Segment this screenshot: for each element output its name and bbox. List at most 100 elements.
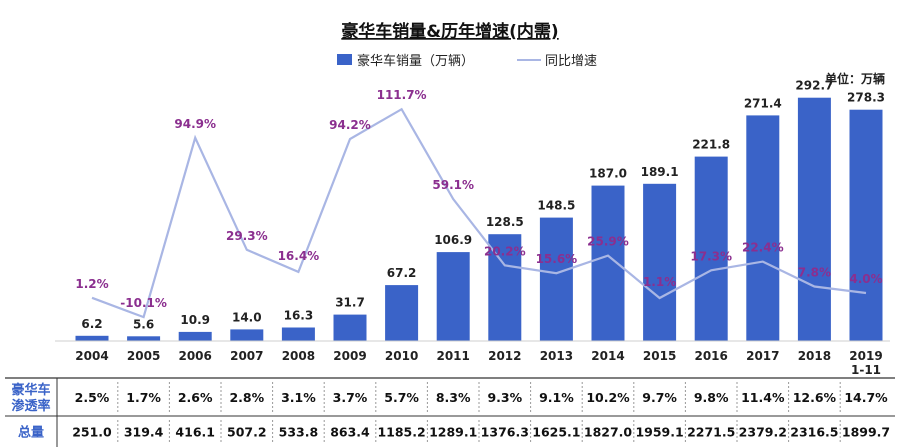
bar-value-label: 221.8 xyxy=(692,138,730,152)
table-cell: 2.5% xyxy=(75,390,110,405)
legend-bar-label: 豪华车销量（万辆） xyxy=(357,53,474,69)
legend-bar-swatch xyxy=(337,54,352,65)
growth-value-label: 94.2% xyxy=(329,118,371,132)
table-cell: 1827.0 xyxy=(584,425,633,440)
bar-labels-layer: 6.2 5.6 10.9 14.0 16.3 31.7 67.2 106.9 128.5 148.… xyxy=(81,79,885,332)
growth-value-label: 1.1% xyxy=(643,275,676,289)
table-cell: 2379.2 xyxy=(739,425,787,440)
x-tick-label: 2017 xyxy=(746,349,779,363)
bar-value-label: 106.9 xyxy=(434,233,472,247)
table-cell: 1289.1 xyxy=(429,425,477,440)
table-cell: 8.3% xyxy=(436,390,471,405)
table-cell: 14.7% xyxy=(844,390,888,405)
table-cell: 2316.5 xyxy=(790,425,838,440)
bar-value-label: 14.0 xyxy=(232,310,262,324)
x-tick-label: 2015 xyxy=(643,349,676,363)
table-cell: 12.6% xyxy=(793,390,837,405)
growth-value-label: 94.9% xyxy=(174,117,216,131)
growth-value-label: 29.3% xyxy=(226,229,268,243)
bar-2016 xyxy=(694,156,728,341)
table-row-header: 豪华车 xyxy=(11,382,50,398)
x-tick-label: 2006 xyxy=(178,349,211,363)
bar-2018 xyxy=(797,97,831,341)
x-tick-label: 2018 xyxy=(798,349,831,363)
bar-value-label: 278.3 xyxy=(847,91,885,105)
bar-2010 xyxy=(385,285,419,341)
x-tick-label: 2007 xyxy=(230,349,263,363)
x-tick-label: 2012 xyxy=(488,349,521,363)
bar-2008 xyxy=(281,327,315,341)
bar-2009 xyxy=(333,314,367,341)
x-tick-label: 2016 xyxy=(694,349,727,363)
bar-value-label: 31.7 xyxy=(335,296,365,310)
x-tick-labels: 2004 2005 2006 2007 2008 2009 2010 2011 2012 2013… xyxy=(75,349,882,377)
table-cell: 863.4 xyxy=(330,425,370,440)
table-cell: 2.6% xyxy=(178,390,213,405)
bar-2005 xyxy=(127,336,161,341)
bar-2011 xyxy=(436,252,470,341)
table-cell: 9.7% xyxy=(642,390,677,405)
bar-2004 xyxy=(75,335,109,341)
table-cell: 507.2 xyxy=(227,425,267,440)
x-tick-label: 2005 xyxy=(127,349,160,363)
growth-value-label: 16.4% xyxy=(278,249,320,263)
growth-labels-layer: 1.2% -10.1% 94.9% 29.3% 16.4% 94.2% 111.7% 59.1… xyxy=(75,88,882,310)
growth-value-label: 17.3% xyxy=(690,249,732,263)
table-cell: 3.7% xyxy=(333,390,368,405)
bar-2014 xyxy=(591,185,625,341)
table-cell: 11.4% xyxy=(741,390,785,405)
table-cell: 416.1 xyxy=(175,425,215,440)
bar-value-label: 67.2 xyxy=(387,266,417,280)
unit-note: 单位：万辆 xyxy=(825,71,885,86)
bar-2013 xyxy=(539,217,573,341)
growth-value-label: 59.1% xyxy=(432,178,474,192)
bar-value-label: 10.9 xyxy=(180,313,210,327)
x-tick-label: 2009 xyxy=(333,349,366,363)
x-tick-label: 2008 xyxy=(282,349,315,363)
table-cell: 5.7% xyxy=(384,390,419,405)
growth-value-label: 7.8% xyxy=(798,266,831,280)
table-cell: 2.8% xyxy=(229,390,264,405)
bar-value-label: 271.4 xyxy=(744,96,782,110)
x-tick-sublabel: 1-11 xyxy=(851,363,881,377)
table-cell: 1185.2 xyxy=(377,425,425,440)
bar-value-label: 189.1 xyxy=(641,165,679,179)
bar-value-label: 16.3 xyxy=(284,309,314,323)
bar-2017 xyxy=(746,115,780,342)
growth-value-label: 4.0% xyxy=(849,272,882,286)
growth-line xyxy=(91,107,867,319)
bars-layer xyxy=(75,97,883,342)
chart-title: 豪华车销量&历年增速(内需) xyxy=(341,21,558,42)
table-cell: 319.4 xyxy=(124,425,164,440)
growth-value-label: 20.2% xyxy=(484,244,526,258)
table-cell: 9.8% xyxy=(694,390,729,405)
x-tick-label: 2019 xyxy=(849,349,882,363)
x-tick-label: 2004 xyxy=(75,349,108,363)
bar-value-label: 292.7 xyxy=(795,79,833,93)
table-cell: 1.7% xyxy=(126,390,161,405)
x-tick-label: 2010 xyxy=(385,349,418,363)
x-tick-label: 2013 xyxy=(540,349,573,363)
growth-value-label: 111.7% xyxy=(377,88,427,102)
bar-2006 xyxy=(178,331,212,341)
bar-value-label: 128.5 xyxy=(486,215,524,229)
table-cell: 1959.1 xyxy=(635,425,683,440)
legend: 豪华车销量（万辆） 同比增速 xyxy=(337,53,597,69)
growth-value-label: 1.2% xyxy=(75,277,108,291)
table-cell: 1376.3 xyxy=(481,425,529,440)
table-cell: 3.1% xyxy=(281,390,316,405)
growth-value-label: 25.9% xyxy=(587,235,629,249)
table-cell: 2271.5 xyxy=(687,425,735,440)
bar-2007 xyxy=(230,329,264,341)
table-cell: 9.1% xyxy=(539,390,574,405)
table-cell: 9.3% xyxy=(487,390,522,405)
table-cell: 1899.7 xyxy=(842,425,890,440)
bar-value-label: 6.2 xyxy=(81,317,102,331)
growth-value-label: -10.1% xyxy=(120,296,167,310)
growth-value-label: 22.4% xyxy=(742,241,784,255)
legend-line-label: 同比增速 xyxy=(545,54,597,69)
table-cell: 10.2% xyxy=(586,390,630,405)
table-row-header: 渗透率 xyxy=(11,398,50,414)
